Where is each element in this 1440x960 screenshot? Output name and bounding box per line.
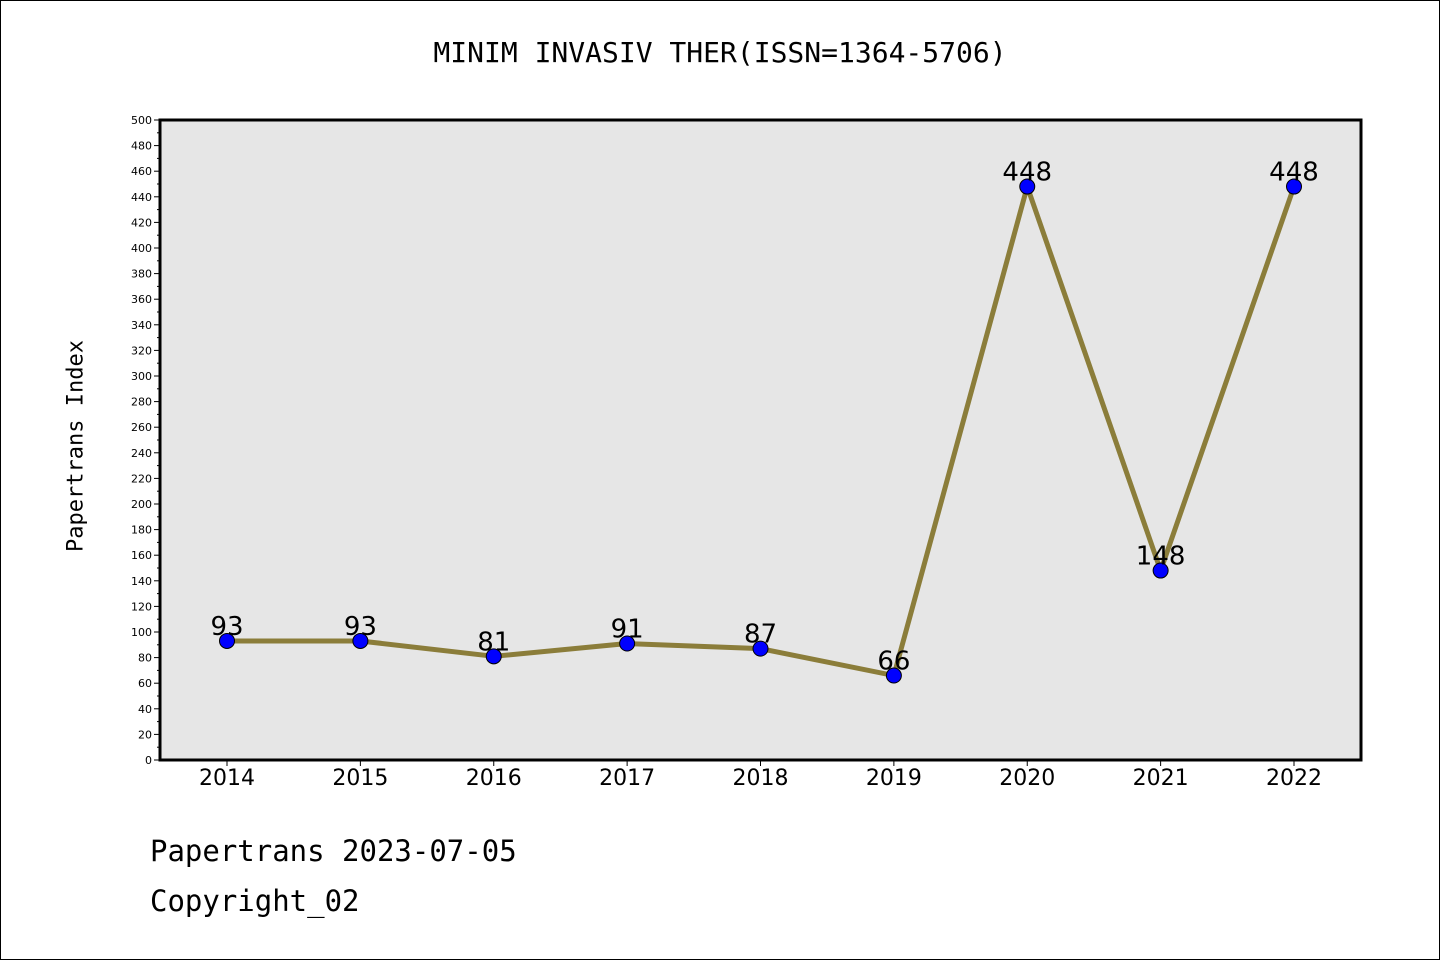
x-tick-label: 2014 (199, 766, 255, 791)
y-tick-label: 480 (131, 140, 152, 153)
chart-title: MINIM INVASIV THER(ISSN=1364-5706) (433, 36, 1007, 69)
y-tick-label: 320 (131, 344, 152, 357)
data-point (1152, 562, 1169, 579)
data-label: 91 (611, 615, 644, 645)
y-tick-label: 280 (131, 396, 152, 409)
x-tick-label: 2020 (999, 766, 1055, 791)
y-tick-label: 380 (131, 268, 152, 281)
y-tick-label: 0 (145, 754, 152, 767)
x-tick-label: 2016 (466, 766, 522, 791)
x-tick-label: 2021 (1133, 766, 1189, 791)
data-point (219, 632, 235, 649)
data-label: 87 (744, 620, 777, 650)
data-label: 93 (344, 612, 377, 642)
x-tick-label: 2017 (599, 766, 655, 791)
x-tick-label: 2018 (733, 766, 789, 791)
x-tick-label: 2022 (1266, 766, 1322, 791)
y-tick-label: 440 (131, 191, 152, 204)
y-tick-label: 240 (131, 447, 152, 460)
series-group: 93 93 81 91 87 66 448 148 448 (210, 158, 1319, 684)
data-label: 66 (877, 647, 910, 677)
y-tick-label: 260 (131, 421, 152, 434)
data-label: 81 (477, 627, 510, 657)
data-label: 448 (1269, 158, 1319, 188)
x-tick-label: 2015 (332, 766, 388, 791)
x-tick-label: 2019 (866, 766, 922, 791)
y-axis-ticks: 0 20 40 60 80 100 120 140 160 180 200 220 240 260 280 3… (131, 114, 160, 767)
y-tick-label: 500 (131, 114, 152, 127)
data-label: 148 (1136, 542, 1186, 572)
y-tick-label: 160 (131, 549, 152, 562)
data-label: 93 (210, 612, 243, 642)
y-tick-label: 200 (131, 498, 152, 511)
data-point (352, 632, 369, 649)
plot-border (158, 118, 1363, 762)
data-point (752, 640, 769, 657)
y-tick-label: 400 (131, 242, 152, 255)
plot-area (160, 120, 1361, 760)
data-point (485, 648, 502, 665)
y-tick-label: 40 (138, 703, 152, 716)
y-tick-label: 180 (131, 524, 152, 537)
y-tick-label: 140 (131, 575, 152, 588)
y-tick-label: 220 (131, 472, 152, 485)
x-axis-ticks: 2014 2015 2016 2017 2018 2019 2020 2021 2022 (199, 760, 1322, 791)
y-tick-label: 460 (131, 165, 152, 178)
y-tick-label: 360 (131, 293, 152, 306)
y-tick-label: 120 (131, 600, 152, 613)
data-point (1286, 178, 1302, 195)
y-tick-label: 300 (131, 370, 152, 383)
y-tick-label: 80 (138, 652, 152, 665)
y-tick-label: 420 (131, 216, 152, 229)
footer-copyright: Copyright_02 (150, 884, 360, 918)
y-tick-label: 60 (138, 677, 152, 690)
y-tick-label: 20 (138, 728, 152, 741)
y-tick-label: 340 (131, 319, 152, 332)
data-point (1019, 178, 1036, 195)
footer-date: Papertrans 2023-07-05 (150, 834, 517, 868)
y-tick-label: 100 (131, 626, 152, 639)
data-label: 448 (1002, 158, 1052, 188)
data-point (885, 667, 902, 684)
data-point (619, 635, 636, 652)
